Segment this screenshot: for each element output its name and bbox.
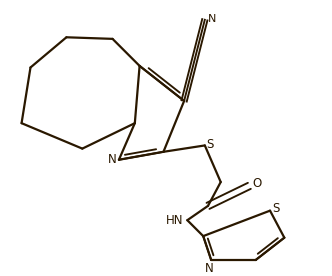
Text: N: N xyxy=(108,153,117,166)
Text: N: N xyxy=(205,262,213,275)
Text: S: S xyxy=(207,138,214,151)
Text: HN: HN xyxy=(166,214,184,227)
Text: O: O xyxy=(252,177,262,190)
Text: S: S xyxy=(272,202,279,215)
Text: N: N xyxy=(208,14,216,24)
